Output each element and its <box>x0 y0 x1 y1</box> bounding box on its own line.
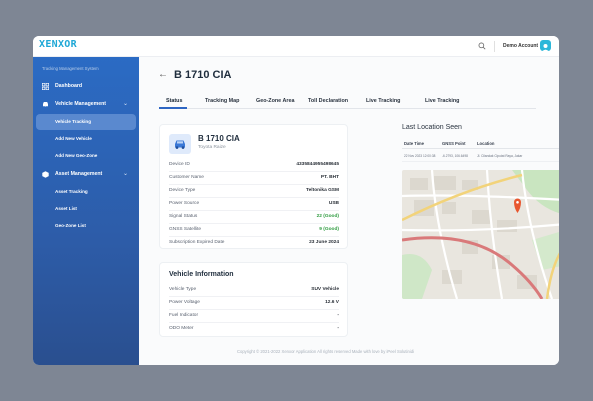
info-row-customer-name: Customer Name PT. BHT <box>169 173 339 185</box>
info-row-vehicle-type: Vehicle Type SUV Vehicle <box>169 285 339 297</box>
vehicle-model: Toyota Raize <box>198 145 226 150</box>
active-tab-indicator <box>159 107 187 109</box>
top-divider <box>494 41 495 52</box>
info-key: Power Source <box>169 201 200 206</box>
car-icon <box>43 102 48 108</box>
sidebar-subitem-vehicle-tracking[interactable]: Vehicle Tracking <box>36 114 136 130</box>
sidebar-title: Tracking Management System <box>42 66 99 71</box>
info-key: Power Voltage <box>169 300 200 305</box>
sidebar-subitem-add-new-vehicle[interactable]: Add New Vehicle <box>36 131 136 147</box>
sidebar-item-label: Dashboard <box>55 83 83 89</box>
info-row-odo-meter: ODO Meter - <box>169 324 339 336</box>
sidebar-subitem-label: Add New Vehicle <box>55 136 92 141</box>
tab-tracking-map[interactable]: Tracking Map <box>205 98 240 104</box>
table-header: Date Time GNSS Point Location <box>402 138 559 149</box>
info-row-power-source: Power Source USB <box>169 199 339 211</box>
info-value: - <box>337 326 339 331</box>
last-location-table: Date Time GNSS Point Location 22 Nov 202… <box>402 138 559 164</box>
column-header: Location <box>477 141 495 146</box>
info-value: Teltonika GSM <box>306 188 339 193</box>
info-row-fuel-indicator: Fuel Indicator - <box>169 311 339 323</box>
sidebar-subitem-label: Asset Tracking <box>55 189 88 194</box>
sidebar-item-label: Vehicle Management <box>55 101 107 107</box>
info-key: Customer Name <box>169 175 204 180</box>
sidebar-item-dashboard[interactable]: Dashboard <box>33 79 139 93</box>
map-marker-icon <box>514 198 521 213</box>
info-value: SUV Vehicle <box>311 287 339 292</box>
sidebar-subitem-geo-zone-list[interactable]: Geo-Zone List <box>36 218 136 234</box>
sidebar-subitem-label: Geo-Zone List <box>55 223 86 228</box>
footer-copyright: Copyright © 2021-2022 Xenxor Application… <box>237 349 414 354</box>
info-key: Device ID <box>169 162 190 167</box>
info-row-power-voltage: Power Voltage 12.6 V <box>169 298 339 310</box>
info-value: - <box>337 313 339 318</box>
location-map[interactable] <box>402 170 559 299</box>
app-window: XENXOR Demo Account Tracking Management … <box>33 36 559 365</box>
sidebar-subitem-asset-list[interactable]: Asset List <box>36 201 136 217</box>
info-row-device-id: Device ID 4335844955498645 <box>169 160 339 172</box>
user-icon <box>542 44 549 52</box>
info-key: Subscription Expired Date <box>169 240 225 245</box>
chevron-down-icon[interactable]: ⌄ <box>123 101 129 107</box>
table-cell: 22 Nov 2023 12:00:38 <box>404 154 436 158</box>
map-canvas[interactable] <box>402 170 559 299</box>
info-value: PT. BHT <box>320 175 339 180</box>
account-name[interactable]: Demo Account <box>503 43 539 49</box>
info-row-device-type: Device Type Teltonika GSM <box>169 186 339 198</box>
vehicle-information-card: Vehicle Information Vehicle Type SUV Veh… <box>159 262 348 337</box>
column-header: Date Time <box>404 141 424 146</box>
info-value: 4335844955498645 <box>296 162 339 167</box>
page-title: B 1710 CIA <box>174 69 232 81</box>
sidebar-subitem-label: Add New Geo-Zone <box>55 153 98 158</box>
sidebar-subitem-asset-tracking[interactable]: Asset Tracking <box>36 184 136 200</box>
car-icon <box>175 140 185 149</box>
back-arrow-icon[interactable]: ← <box>158 69 168 80</box>
tab-bar: Status Tracking Map Geo-Zone Area Toll D… <box>159 97 536 109</box>
sidebar-subitem-label: Asset List <box>55 206 77 211</box>
sidebar-item-asset-management[interactable]: Asset Management ⌄ <box>33 167 139 181</box>
tab-geo-zone-area[interactable]: Geo-Zone Area <box>256 98 295 104</box>
info-row-subscription-expired: Subscription Expired Date 23 June 2024 <box>169 238 339 250</box>
info-value: USB <box>328 201 339 206</box>
sidebar: Tracking Management System Dashboard Veh… <box>33 57 139 365</box>
chevron-down-icon[interactable]: ⌄ <box>123 171 129 177</box>
avatar[interactable] <box>540 40 551 52</box>
column-header: GNSS Point <box>442 141 466 146</box>
main-content: ← B 1710 CIA Status Tracking Map Geo-Zon… <box>139 57 559 365</box>
status-badge: 22 (Good) <box>316 214 339 219</box>
sidebar-item-vehicle-management[interactable]: Vehicle Management ⌄ <box>33 97 139 111</box>
sidebar-item-label: Asset Management <box>55 171 103 177</box>
info-key: GNSS Satellite <box>169 227 201 232</box>
vehicle-plate: B 1710 CIA <box>198 134 240 143</box>
info-key: Signal Status <box>169 214 198 219</box>
info-row-gnss-satellite: GNSS Satellite 9 (Good) <box>169 225 339 237</box>
info-row-signal-status: Signal Status 22 (Good) <box>169 212 339 224</box>
top-bar: XENXOR Demo Account <box>33 36 559 57</box>
info-key: ODO Meter <box>169 326 194 331</box>
tab-status[interactable]: Status <box>166 98 183 104</box>
box-icon <box>42 171 49 178</box>
table-cell: -6.2793, 106.6498 <box>442 154 468 158</box>
card-title: Vehicle Information <box>169 271 234 278</box>
info-value: 12.6 V <box>325 300 339 305</box>
sidebar-subitem-add-new-geo-zone[interactable]: Add New Geo-Zone <box>36 148 136 164</box>
info-value: 23 June 2024 <box>309 240 339 245</box>
dashboard-icon <box>42 83 49 90</box>
last-location-title: Last Location Seen <box>402 124 462 131</box>
tab-live-tracking[interactable]: Live Tracking <box>366 98 401 104</box>
table-row[interactable]: 22 Nov 2023 12:00:38 -6.2793, 106.6498 J… <box>402 150 559 162</box>
vehicle-thumbnail <box>169 134 191 154</box>
app-logo: XENXOR <box>39 39 77 50</box>
info-key: Fuel Indicator <box>169 313 199 318</box>
sidebar-subitem-label: Vehicle Tracking <box>55 119 92 124</box>
info-key: Vehicle Type <box>169 287 197 292</box>
tab-live-tracking-2[interactable]: Live Tracking <box>425 98 460 104</box>
tab-toll-declaration[interactable]: Toll Declaration <box>308 98 349 104</box>
info-key: Device Type <box>169 188 196 193</box>
table-cell: Jl. Cilandak Ciputat Raya, Jakar <box>477 154 523 158</box>
device-status-card: B 1710 CIA Toyota Raize Device ID 433584… <box>159 124 348 249</box>
search-icon[interactable] <box>478 42 486 50</box>
status-badge: 9 (Good) <box>319 227 339 232</box>
